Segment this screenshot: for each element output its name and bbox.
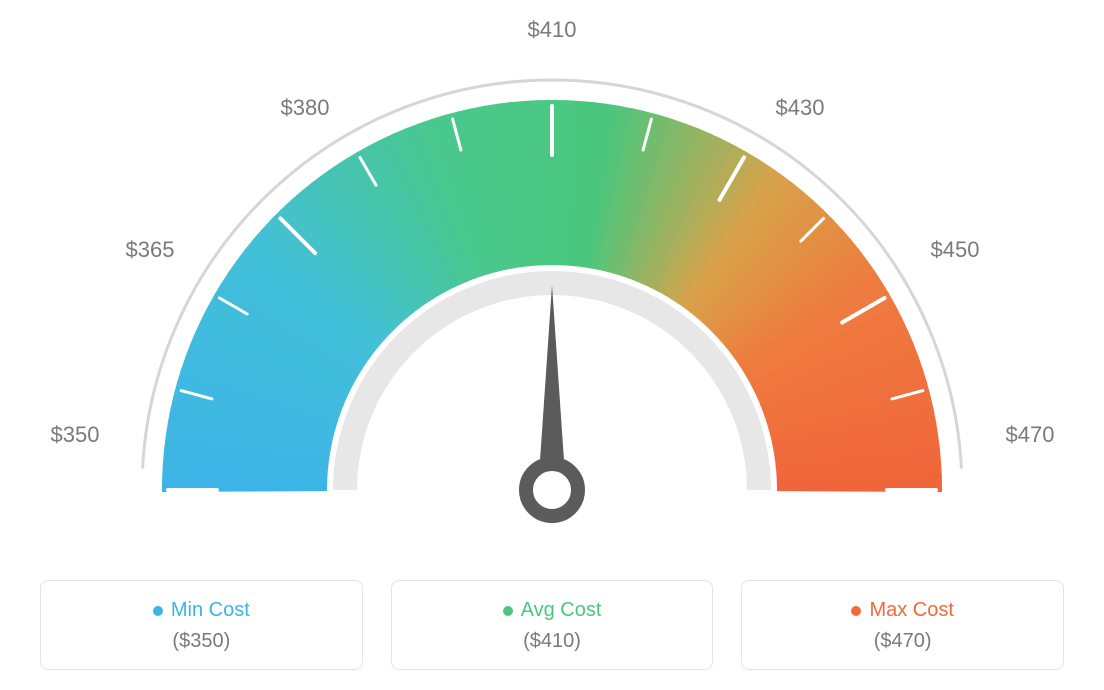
legend-title-avg: Avg Cost	[503, 599, 602, 622]
cost-gauge-container: $350 $365 $380 $410 $430 $450 $470 Min C…	[0, 0, 1104, 690]
dot-icon	[851, 606, 861, 616]
legend-card-max: Max Cost ($470)	[741, 580, 1064, 670]
tick-label-365: $365	[126, 237, 175, 263]
legend-value-max: ($470)	[752, 630, 1053, 653]
legend-title-max: Max Cost	[851, 599, 953, 622]
legend-label: Avg Cost	[521, 599, 602, 622]
dot-icon	[153, 606, 163, 616]
gauge-chart: $350 $365 $380 $410 $430 $450 $470	[0, 0, 1104, 560]
legend-row: Min Cost ($350) Avg Cost ($410) Max Cost…	[40, 580, 1064, 670]
legend-label: Max Cost	[869, 599, 953, 622]
tick-label-430: $430	[776, 95, 825, 121]
legend-value-min: ($350)	[51, 630, 352, 653]
tick-label-380: $380	[281, 95, 330, 121]
legend-title-min: Min Cost	[153, 599, 250, 622]
gauge-svg	[0, 0, 1104, 560]
tick-label-350: $350	[51, 422, 100, 448]
tick-label-410: $410	[528, 17, 577, 43]
legend-value-avg: ($410)	[402, 630, 703, 653]
legend-card-avg: Avg Cost ($410)	[391, 580, 714, 670]
dot-icon	[503, 606, 513, 616]
tick-label-450: $450	[931, 237, 980, 263]
tick-label-470: $470	[1006, 422, 1055, 448]
legend-card-min: Min Cost ($350)	[40, 580, 363, 670]
legend-label: Min Cost	[171, 599, 250, 622]
